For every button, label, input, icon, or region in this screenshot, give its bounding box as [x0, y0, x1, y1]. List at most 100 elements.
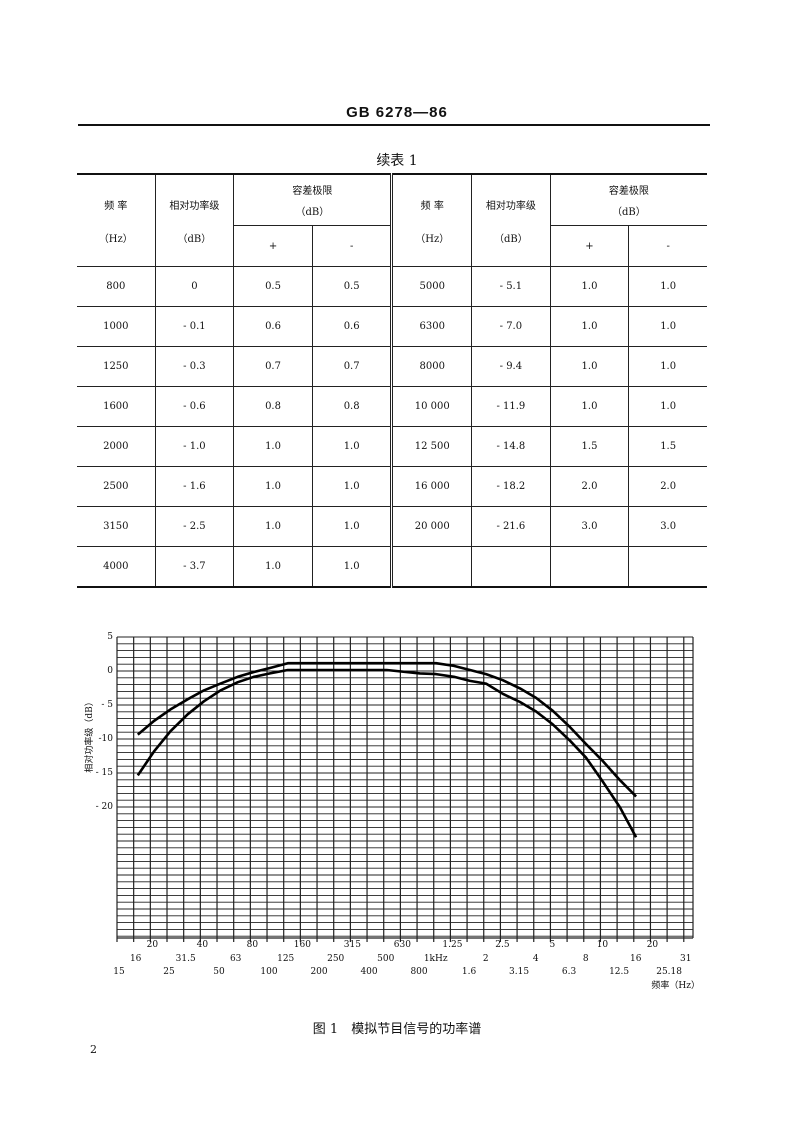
freq-cell: 20 000	[390, 506, 473, 547]
freq-cell: 4000	[77, 546, 156, 588]
figure-caption: 图 1 模拟节目信号的功率谱	[312, 1022, 482, 1037]
level-cell: - 9.4	[471, 346, 551, 387]
freq-cell: 10 000	[390, 386, 473, 427]
plus-cell	[549, 546, 630, 588]
level-cell: - 7.0	[471, 306, 551, 347]
y-tick-label: - 15	[96, 768, 114, 778]
plus-cell: 1.0	[549, 266, 630, 307]
x-tick-label: 630	[394, 940, 411, 950]
plus-cell: 2.0	[549, 466, 630, 507]
minus-cell	[628, 546, 707, 588]
lower-limit-curve	[136, 668, 638, 838]
x-tick-label: 20	[647, 940, 659, 950]
chart-curves	[136, 661, 638, 838]
x-tick-label: 125	[277, 954, 294, 964]
minus-cell: 1.0	[628, 306, 707, 347]
level-cell: - 18.2	[471, 466, 551, 507]
y-tick-label: - 5	[101, 700, 113, 710]
x-tick-label: 16	[130, 954, 142, 964]
minus-cell: 1.0	[628, 266, 707, 307]
x-tick-label: 160	[294, 940, 311, 950]
plus-cell: 3.0	[549, 506, 630, 547]
header-rule	[78, 124, 710, 126]
plus-cell: 0.8	[233, 386, 313, 427]
x-tick-label: 2	[483, 954, 489, 964]
plus-cell: 1.0	[233, 506, 313, 547]
y-tick-label: -10	[99, 734, 114, 744]
level-cell: - 5.1	[471, 266, 551, 307]
table-row: 4000- 3.7 1.0 1.0	[77, 546, 707, 588]
x-tick-label: 400	[360, 967, 377, 977]
minus-cell: 3.0	[628, 506, 707, 547]
col-tolerance-header-right: 容差极限 （dB）	[549, 173, 707, 226]
page-number: 2	[90, 1043, 97, 1056]
minus-cell: 1.0	[311, 506, 393, 547]
freq-cell: 2500	[77, 466, 156, 507]
x-tick-label: 5	[550, 940, 556, 950]
y-tick-label: - 20	[96, 802, 114, 812]
x-tick-label: 200	[310, 967, 327, 977]
level-cell: - 3.7	[154, 546, 235, 588]
level-cell: - 0.1	[154, 306, 235, 347]
table-row: 800 0 0.5 0.5 5000- 5.1 1.0 1.0	[77, 266, 707, 307]
x-tick-label: 25	[163, 967, 175, 977]
x-tick-label: 2.5	[495, 940, 510, 950]
x-tick-label: 31	[680, 954, 691, 964]
col-plus: +	[233, 225, 313, 267]
level-cell: - 2.5	[154, 506, 235, 547]
col-level-header: 相对功率级 （dB）	[154, 173, 235, 267]
y-axis-ticks: 5 0 - 5 -10 - 15 - 20	[96, 632, 114, 812]
standard-code: GB 6278—86	[346, 104, 448, 121]
table-row: 1600- 0.6 0.8 0.8 10 000- 11.9 1.0 1.0	[77, 386, 707, 427]
x-tick-label: 63	[230, 954, 242, 964]
table-row: 1250- 0.3 0.7 0.7 8000- 9.4 1.0 1.0	[77, 346, 707, 387]
freq-cell: 3150	[77, 506, 156, 547]
level-cell: - 21.6	[471, 506, 551, 547]
x-tick-label: 4	[533, 954, 539, 964]
x-tick-label: 12.5	[609, 967, 629, 977]
x-tick-label: 25.18	[656, 967, 682, 977]
level-cell: - 1.6	[154, 466, 235, 507]
freq-cell: 1600	[77, 386, 156, 427]
table-row: 2500- 1.6 1.0 1.0 16 000- 18.2 2.0 2.0	[77, 466, 707, 507]
freq-cell: 1000	[77, 306, 156, 347]
tolerance-table: 频 率 （Hz） 相对功率级 （dB） 容差极限 （dB） 频 率 （Hz） 相…	[77, 173, 707, 588]
x-tick-label: 6.3	[562, 967, 577, 977]
minus-cell: 0.5	[311, 266, 393, 307]
freq-cell: 16 000	[390, 466, 473, 507]
x-tick-label: 50	[213, 967, 225, 977]
x-tick-label: 20	[147, 940, 159, 950]
x-tick-label: 16	[630, 954, 642, 964]
x-tick-label: 80	[247, 940, 259, 950]
level-cell: - 0.3	[154, 346, 235, 387]
x-tick-label: 15	[113, 967, 125, 977]
x-tick-label: 800	[410, 967, 427, 977]
plus-cell: 1.0	[233, 426, 313, 467]
y-axis-label: 相对功率级（dB）	[83, 697, 95, 772]
x-tick-label: 1.25	[442, 940, 462, 950]
minus-cell: 1.0	[311, 546, 393, 588]
table-title: 续表 1	[376, 153, 418, 169]
x-tick-label: 40	[197, 940, 209, 950]
upper-limit-curve	[136, 661, 638, 798]
x-tick-label: 8	[583, 954, 589, 964]
freq-cell: 8000	[390, 346, 473, 387]
freq-cell	[390, 546, 473, 588]
level-cell: 0	[154, 266, 235, 307]
table-row: 2000- 1.0 1.0 1.0 12 500- 14.8 1.5 1.5	[77, 426, 707, 467]
level-cell: - 0.6	[154, 386, 235, 427]
x-tick-label: 3.15	[509, 967, 529, 977]
freq-cell: 6300	[390, 306, 473, 347]
level-cell: - 1.0	[154, 426, 235, 467]
table-row: 3150- 2.5 1.0 1.0 20 000- 21.6 3.0 3.0	[77, 506, 707, 547]
freq-cell: 12 500	[390, 426, 473, 467]
x-tick-label: 500	[377, 954, 394, 964]
x-tick-label: 1.6	[462, 967, 477, 977]
col-plus-right: +	[549, 225, 630, 267]
y-tick-label: 0	[107, 666, 113, 676]
x-tick-label: 100	[260, 967, 277, 977]
x-tick-label: 315	[344, 940, 361, 950]
minus-cell: 0.7	[311, 346, 393, 387]
